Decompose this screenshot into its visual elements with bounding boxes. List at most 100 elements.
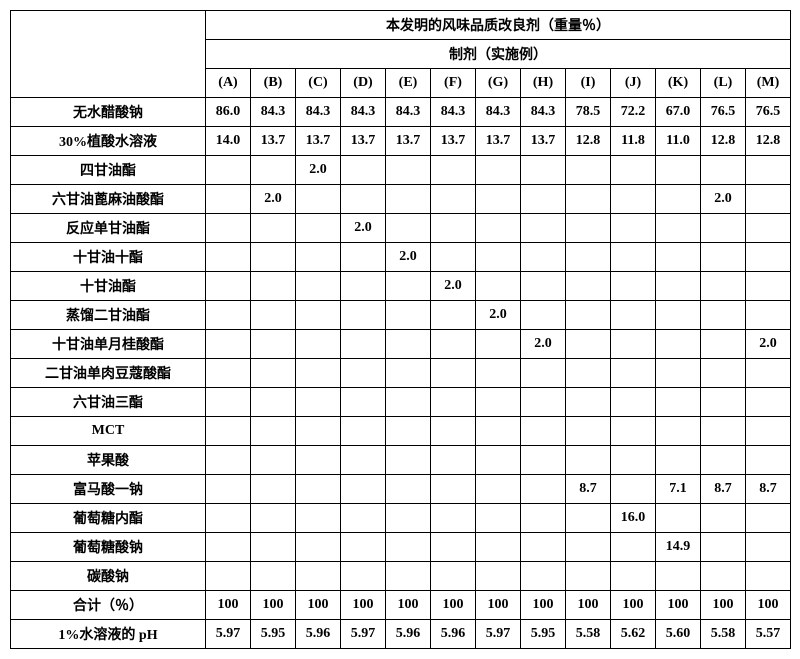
- data-cell: [476, 446, 521, 475]
- table-row: 十甘油酯2.0: [11, 272, 791, 301]
- data-cell: [251, 156, 296, 185]
- data-cell: [566, 156, 611, 185]
- data-cell: [521, 562, 566, 591]
- data-cell: [431, 446, 476, 475]
- data-cell: [611, 243, 656, 272]
- data-cell: [341, 156, 386, 185]
- data-cell: 5.57: [746, 620, 791, 649]
- data-cell: [476, 272, 521, 301]
- table-row: 葡萄糖内酯16.0: [11, 504, 791, 533]
- data-cell: [206, 243, 251, 272]
- table-row: 十甘油单月桂酸酯2.02.0: [11, 330, 791, 359]
- data-cell: [746, 359, 791, 388]
- data-cell: [341, 359, 386, 388]
- column-header: (K): [656, 69, 701, 98]
- data-cell: [611, 446, 656, 475]
- row-label: 二甘油单肉豆蔻酸酯: [11, 359, 206, 388]
- data-cell: [521, 185, 566, 214]
- data-cell: 8.7: [566, 475, 611, 504]
- row-label: 苹果酸: [11, 446, 206, 475]
- data-cell: [476, 417, 521, 446]
- data-cell: [341, 185, 386, 214]
- table-row: 六甘油三酯: [11, 388, 791, 417]
- data-cell: [656, 388, 701, 417]
- data-cell: 11.8: [611, 127, 656, 156]
- data-cell: [206, 475, 251, 504]
- column-header: (B): [251, 69, 296, 98]
- data-cell: [251, 214, 296, 243]
- data-cell: [611, 359, 656, 388]
- data-cell: [566, 504, 611, 533]
- data-cell: [611, 562, 656, 591]
- data-cell: [341, 272, 386, 301]
- data-cell: 84.3: [296, 98, 341, 127]
- data-cell: [656, 359, 701, 388]
- data-cell: 100: [701, 591, 746, 620]
- data-cell: [296, 301, 341, 330]
- table-row: 合计（％）10010010010010010010010010010010010…: [11, 591, 791, 620]
- data-cell: [431, 330, 476, 359]
- data-cell: [296, 330, 341, 359]
- data-cell: [611, 475, 656, 504]
- data-cell: [296, 562, 341, 591]
- data-cell: 100: [521, 591, 566, 620]
- data-cell: [746, 417, 791, 446]
- data-cell: 12.8: [701, 127, 746, 156]
- data-cell: [431, 359, 476, 388]
- data-cell: [521, 504, 566, 533]
- table-row: 葡萄糖酸钠14.9: [11, 533, 791, 562]
- data-cell: [566, 388, 611, 417]
- data-cell: [521, 475, 566, 504]
- data-cell: [611, 272, 656, 301]
- data-cell: [746, 272, 791, 301]
- table-row: 六甘油蓖麻油酸酯2.02.0: [11, 185, 791, 214]
- data-cell: 2.0: [386, 243, 431, 272]
- data-cell: [431, 301, 476, 330]
- data-cell: [296, 214, 341, 243]
- data-cell: 100: [251, 591, 296, 620]
- data-cell: 100: [611, 591, 656, 620]
- data-cell: 5.96: [386, 620, 431, 649]
- data-cell: [386, 214, 431, 243]
- data-cell: [566, 272, 611, 301]
- data-cell: [701, 504, 746, 533]
- data-cell: [296, 417, 341, 446]
- data-cell: [206, 533, 251, 562]
- data-cell: [746, 446, 791, 475]
- data-cell: 11.0: [656, 127, 701, 156]
- data-cell: [566, 243, 611, 272]
- data-cell: 84.3: [341, 98, 386, 127]
- data-cell: [476, 533, 521, 562]
- row-label: 十甘油酯: [11, 272, 206, 301]
- data-cell: [611, 388, 656, 417]
- data-cell: 8.7: [746, 475, 791, 504]
- data-cell: 13.7: [296, 127, 341, 156]
- data-cell: [476, 185, 521, 214]
- data-cell: [386, 504, 431, 533]
- data-cell: [386, 475, 431, 504]
- data-cell: [206, 388, 251, 417]
- data-cell: [476, 330, 521, 359]
- data-cell: [251, 475, 296, 504]
- data-cell: 5.95: [521, 620, 566, 649]
- data-cell: [386, 359, 431, 388]
- data-cell: [611, 330, 656, 359]
- data-cell: [701, 359, 746, 388]
- data-cell: [341, 562, 386, 591]
- data-cell: [656, 562, 701, 591]
- data-cell: [476, 475, 521, 504]
- data-cell: [476, 359, 521, 388]
- data-cell: [341, 475, 386, 504]
- data-cell: [656, 446, 701, 475]
- data-cell: [206, 504, 251, 533]
- data-cell: 14.0: [206, 127, 251, 156]
- data-cell: [251, 330, 296, 359]
- data-cell: [746, 243, 791, 272]
- data-cell: [656, 272, 701, 301]
- data-cell: [296, 272, 341, 301]
- data-cell: [386, 417, 431, 446]
- data-cell: [566, 359, 611, 388]
- data-cell: [746, 185, 791, 214]
- data-cell: [611, 301, 656, 330]
- data-cell: [656, 330, 701, 359]
